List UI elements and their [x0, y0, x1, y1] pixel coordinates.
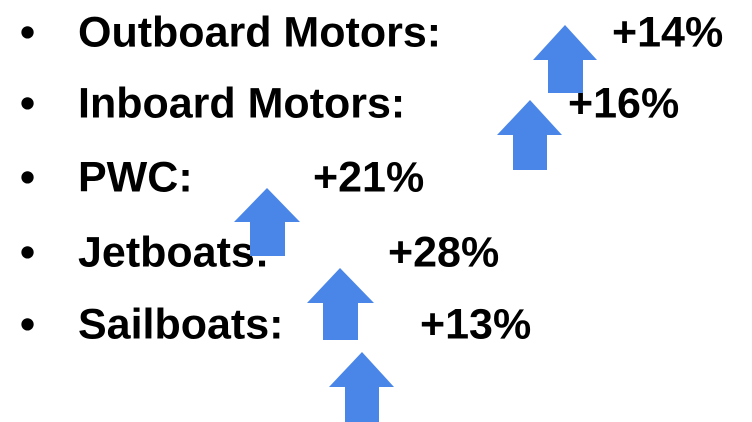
item-value: +14% — [612, 8, 723, 56]
bullet: • — [20, 153, 35, 201]
item-label: Jetboats: — [78, 228, 269, 276]
bullet: • — [20, 300, 35, 348]
bullet: • — [20, 228, 35, 276]
up-arrow — [234, 188, 300, 256]
up-arrow — [497, 100, 562, 170]
up-arrow — [533, 25, 597, 93]
up-arrow — [329, 352, 394, 422]
item-label: PWC: — [78, 153, 193, 201]
up-arrow — [307, 268, 374, 340]
item-value: +28% — [388, 228, 499, 276]
bullet: • — [20, 8, 35, 56]
item-value: +16% — [568, 79, 679, 127]
item-label: Sailboats: — [78, 300, 284, 348]
item-value: +13% — [420, 300, 531, 348]
item-value: +21% — [313, 153, 424, 201]
bullet-list: • Outboard Motors: +14% • Inboard Motors… — [20, 8, 723, 348]
item-label: Inboard Motors: — [78, 79, 405, 127]
bullet: • — [20, 79, 35, 127]
arrows — [234, 25, 597, 422]
item-label: Outboard Motors: — [78, 8, 441, 56]
